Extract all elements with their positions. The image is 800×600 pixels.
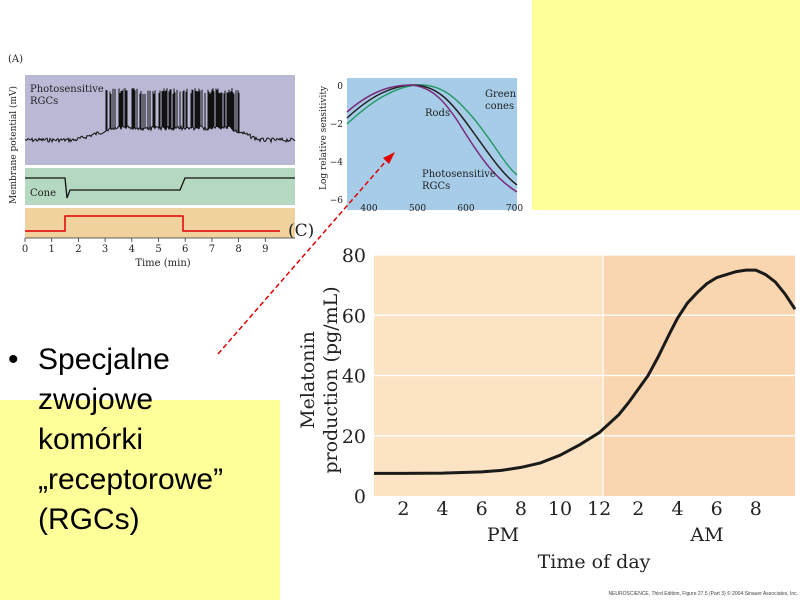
panel-c-label: (C) xyxy=(288,221,314,241)
panel-b: Log relative sensitivity 0 −2 −4 −6 400 500 6… xyxy=(319,78,523,214)
panel-b-ytick: 0 xyxy=(337,82,343,92)
panel-a-xtick: 9 xyxy=(262,244,268,255)
panel-b-xtick: 500 xyxy=(409,204,426,214)
panel-b-ylabel: Log relative sensitivity xyxy=(319,85,329,190)
y-tick-label: 80 xyxy=(342,245,366,267)
prgc-label-1: Photosensitive xyxy=(422,169,496,180)
cone-trace xyxy=(25,177,295,199)
panel-b-xtick: 600 xyxy=(457,204,474,214)
cone-trace-background xyxy=(25,168,295,205)
y-tick-label: 60 xyxy=(342,305,366,327)
panel-b-xtick: 400 xyxy=(360,204,377,214)
x-tick-label: 4 xyxy=(436,498,448,520)
panel-a-xtick: 2 xyxy=(75,244,81,255)
rgc-spike-trace xyxy=(25,88,296,144)
x-tick-label: 10 xyxy=(548,498,572,520)
panel-a-xtick: 0 xyxy=(22,244,28,255)
melatonin-curve xyxy=(374,268,797,475)
bullet-marker: • xyxy=(8,343,19,376)
panel-b-ytick: −4 xyxy=(330,158,344,168)
y-axis-label-line2: production (pg/mL) xyxy=(320,286,342,473)
y-tick-labels: 0 20 40 60 80 xyxy=(342,245,366,508)
pointer-arrow xyxy=(217,152,395,355)
y-tick-label: 20 xyxy=(342,426,366,448)
rgc-label-line1: Photosensitive xyxy=(30,84,104,95)
panel-a-xticks: 0 1 2 3 4 5 6 7 8 9 xyxy=(22,238,268,255)
stimulus-background xyxy=(25,208,295,238)
green-cones-label-1: Green xyxy=(485,89,517,100)
stimulus-trace xyxy=(25,215,280,232)
x-tick-label: 6 xyxy=(476,498,488,520)
bullet-line-4: „receptorowe” xyxy=(38,463,224,496)
x-tick-label: 6 xyxy=(711,498,723,520)
panel-a-xlabel: Time (min) xyxy=(135,258,190,269)
bullet-line-3: komórki xyxy=(38,423,144,456)
panel-a-xtick: 5 xyxy=(155,244,161,255)
green-cones-label-2: cones xyxy=(485,101,514,112)
pm-label: PM xyxy=(487,524,519,546)
panel-a-xtick: 7 xyxy=(209,244,215,255)
y-axis-label-line1: Melatonin xyxy=(297,331,319,429)
panel-c: (C) 0 20 40 60 80 2 4 6 8 10 12 2 4 6 8 Melatonin pro… xyxy=(288,221,798,597)
yellow-background-top xyxy=(532,0,800,210)
figure-credit: NEUROSCIENCE, Third Edition, Figure 27.5… xyxy=(608,590,798,597)
x-tick-label: 8 xyxy=(515,498,527,520)
y-tick-label: 0 xyxy=(354,486,366,508)
rods-label: Rods xyxy=(425,108,450,119)
x-axis-label: Time of day xyxy=(538,551,651,573)
prgc-label-2: RGCs xyxy=(422,181,450,192)
panel-a-xtick: 6 xyxy=(182,244,188,255)
panel-b-ytick: −6 xyxy=(330,196,344,206)
yellow-background-bottom xyxy=(0,400,280,600)
x-tick-label: 4 xyxy=(671,498,683,520)
panel-b-yticks: 0 −2 −4 −6 xyxy=(330,82,344,206)
panel-a-label: (A) xyxy=(8,54,23,65)
bullet-text: Specjalne zwojowe komórki „receptorowe” … xyxy=(38,340,278,540)
x-tick-label: 2 xyxy=(632,498,644,520)
am-label: AM xyxy=(689,524,723,546)
horizontal-gridlines xyxy=(374,254,795,437)
panel-a: (A) Membrane potential (mV) Photosensiti… xyxy=(8,54,296,269)
panel-b-plot-area xyxy=(347,78,517,210)
green-cones-curve xyxy=(346,84,518,176)
x-tick-label: 12 xyxy=(587,498,611,520)
bullet-line-2: zwojowe xyxy=(38,383,154,416)
y-tick-label: 40 xyxy=(342,366,366,388)
x-tick-labels: 2 4 6 8 10 12 2 4 6 8 xyxy=(397,498,762,520)
bullet-line-1: Specjalne xyxy=(38,343,170,376)
bullet-line-5: (RGCs) xyxy=(38,503,140,536)
panel-a-xtick: 8 xyxy=(235,244,241,255)
cone-label: Cone xyxy=(30,188,56,199)
panel-a-xtick: 1 xyxy=(49,244,55,255)
panel-b-xticks: 400 500 600 700 xyxy=(360,204,523,214)
x-tick-label: 8 xyxy=(750,498,762,520)
panel-b-ytick: −2 xyxy=(330,120,343,130)
x-tick-label: 2 xyxy=(397,498,409,520)
panel-a-xtick: 4 xyxy=(129,244,135,255)
rgc-label-line2: RGCs xyxy=(30,96,58,107)
panel-a-xtick: 3 xyxy=(102,244,108,255)
rods-curve xyxy=(346,84,518,186)
panel-b-xtick: 700 xyxy=(506,204,523,214)
photosensitive-rgc-curve xyxy=(346,84,518,193)
panel-a-ylabel: Membrane potential (mV) xyxy=(8,86,19,204)
